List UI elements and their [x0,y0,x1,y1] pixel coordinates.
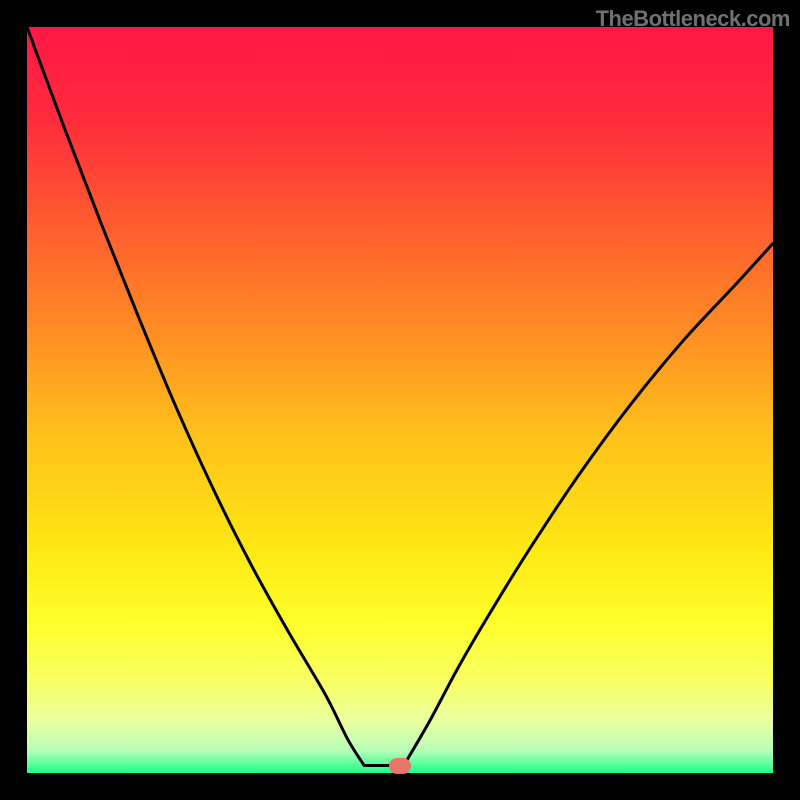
bottleneck-curve [27,27,773,773]
watermark-text: TheBottleneck.com [596,6,790,32]
curve-path [27,27,773,769]
chart-container: TheBottleneck.com [0,0,800,800]
optimum-marker [389,758,411,774]
plot-area [27,27,773,773]
